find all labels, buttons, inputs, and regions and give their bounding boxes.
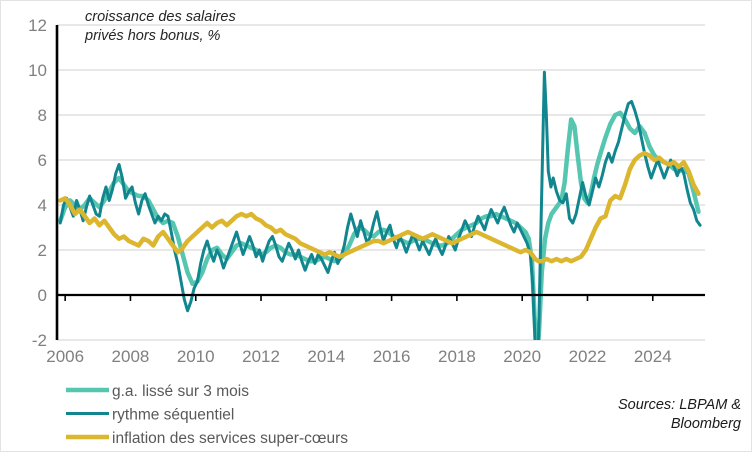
y-tick-label: 4 bbox=[38, 196, 47, 215]
data-series bbox=[58, 70, 702, 340]
legend-label: rythme séquentiel bbox=[112, 407, 234, 424]
x-tick-label: 2020 bbox=[503, 347, 541, 366]
source-line1: Sources: LBPAM & bbox=[618, 397, 741, 413]
x-tick-label: 2008 bbox=[112, 347, 150, 366]
gridlines bbox=[57, 24, 705, 341]
x-tick-label: 2012 bbox=[242, 347, 280, 366]
x-axis-tick-labels: 2006 2008 2010 2012 2014 2016 2018 2020 2022 2024 bbox=[46, 347, 671, 366]
y-tick-label: 0 bbox=[38, 286, 47, 305]
legend-label: g.a. lissé sur 3 mois bbox=[112, 383, 249, 400]
y-tick-label: 12 bbox=[28, 16, 47, 35]
y-tick-label: 6 bbox=[38, 151, 47, 170]
y-tick-label: 2 bbox=[38, 241, 47, 260]
x-tick-label: 2024 bbox=[634, 347, 672, 366]
chart-title-line2: privés hors bonus, % bbox=[84, 28, 221, 44]
x-tick-label: 2010 bbox=[177, 347, 215, 366]
legend-item[interactable]: g.a. lissé sur 3 mois bbox=[66, 383, 249, 400]
x-tick-label: 2006 bbox=[46, 347, 84, 366]
legend-item[interactable]: rythme séquentiel bbox=[66, 407, 234, 424]
x-tick-label: 2022 bbox=[569, 347, 607, 366]
x-tick-label: 2018 bbox=[438, 347, 476, 366]
legend-label: inflation des services super-cœurs bbox=[112, 430, 348, 447]
legend-item[interactable]: inflation des services super-cœurs bbox=[66, 430, 348, 447]
x-tick-label: 2016 bbox=[373, 347, 411, 366]
x-tick-label: 2014 bbox=[307, 347, 345, 366]
y-tick-label: 10 bbox=[28, 61, 47, 80]
y-axis-tick-labels: -2 0 2 4 6 8 10 12 bbox=[28, 16, 47, 350]
chart-title-line1: croissance des salaires bbox=[85, 9, 236, 25]
y-tick-label: 8 bbox=[38, 106, 47, 125]
series-line bbox=[58, 70, 702, 340]
chart-legend: g.a. lissé sur 3 mois rythme séquentiel in… bbox=[66, 383, 348, 447]
series-line bbox=[58, 151, 701, 264]
source-line2: Bloomberg bbox=[671, 416, 741, 432]
y-tick-label: -2 bbox=[32, 331, 47, 350]
